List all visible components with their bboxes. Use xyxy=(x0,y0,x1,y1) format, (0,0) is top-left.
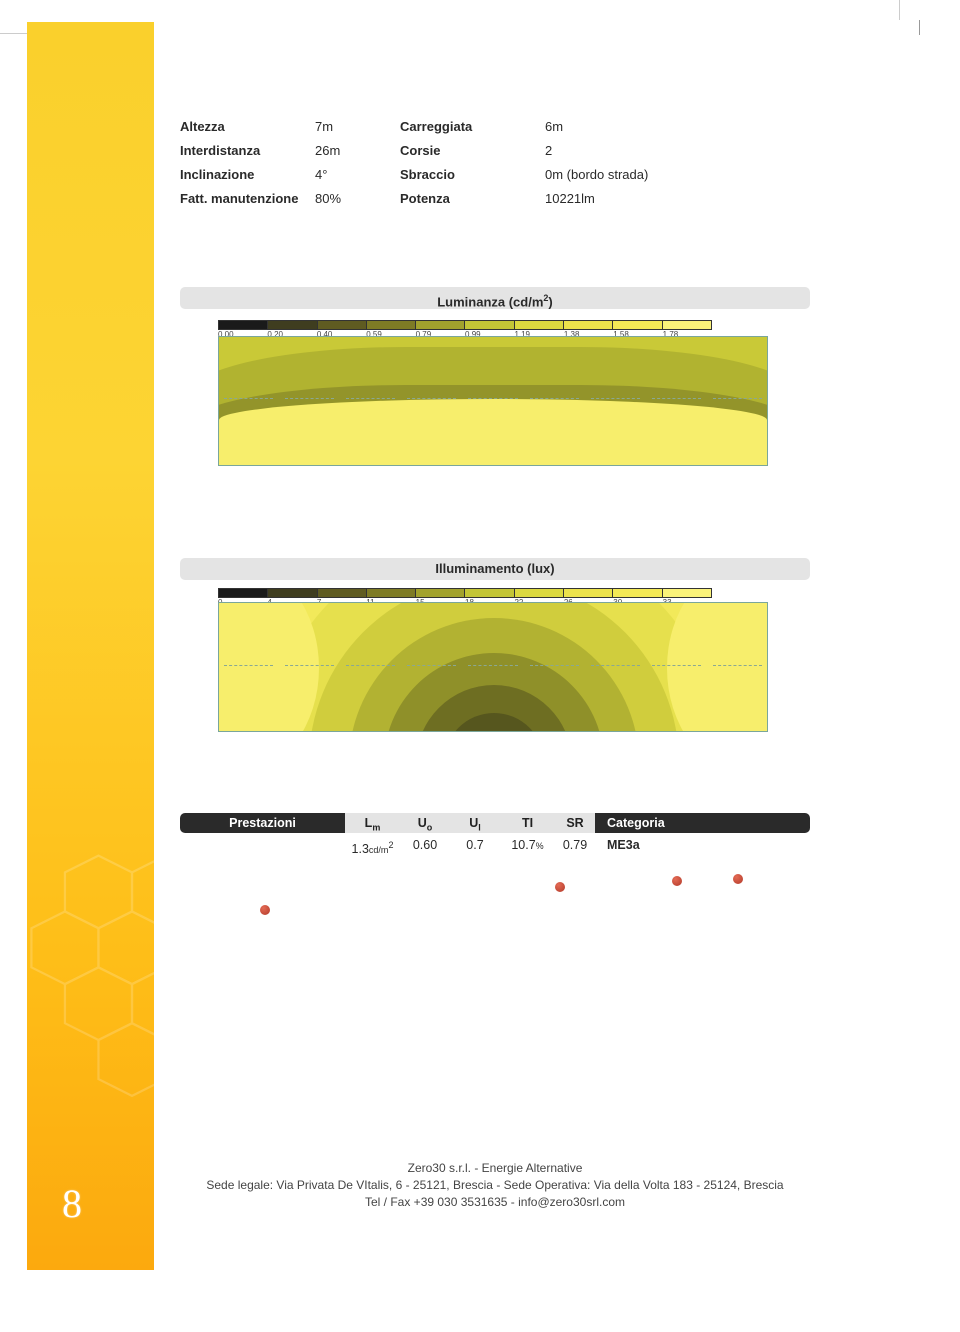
perf-cell-cat: ME3a xyxy=(595,833,810,857)
performance-row: 1.3cd/m2 0.60 0.7 10.7% 0.79 ME3a xyxy=(180,833,810,857)
illuminance-chart xyxy=(218,602,768,732)
dot-icon xyxy=(733,874,743,884)
spec-label: Sbraccio xyxy=(400,163,545,187)
spec-label: Altezza xyxy=(180,115,315,139)
footer-line: Tel / Fax +39 030 3531635 - info@zero30s… xyxy=(160,1194,830,1211)
page-number: 8 xyxy=(62,1180,82,1227)
spec-label: Corsie xyxy=(400,139,545,163)
crop-mark xyxy=(0,33,30,34)
heading-text: Illuminamento (lux) xyxy=(435,561,554,576)
spec-row: Altezza 7m Carreggiata 6m xyxy=(180,115,820,139)
perf-col-sr: SR xyxy=(555,813,595,833)
spec-value: 80% xyxy=(315,187,400,211)
luminance-scale xyxy=(218,320,712,330)
perf-col-prestazioni: Prestazioni xyxy=(180,813,345,833)
spec-value: 7m xyxy=(315,115,400,139)
spec-value: 6m xyxy=(545,115,820,139)
spec-label: Fatt. manutenzione xyxy=(180,187,315,211)
dot-icon xyxy=(260,905,270,915)
dot-icon xyxy=(672,876,682,886)
illuminance-scale xyxy=(218,588,712,598)
perf-col-categoria: Categoria xyxy=(595,813,810,833)
heading-close: ) xyxy=(548,294,552,309)
heading-text: Luminanza (cd/m xyxy=(437,294,543,309)
perf-cell-sr: 0.79 xyxy=(555,833,595,857)
spec-value: 2 xyxy=(545,139,820,163)
perf-cell-ti: 10.7% xyxy=(500,833,555,857)
spec-label: Potenza xyxy=(400,187,545,211)
spec-block: Altezza 7m Carreggiata 6m Interdistanza … xyxy=(180,115,860,211)
spec-value: 4° xyxy=(315,163,400,187)
spec-label: Carreggiata xyxy=(400,115,545,139)
perf-col-lm: Lm xyxy=(345,813,400,833)
spec-row: Fatt. manutenzione 80% Potenza 10221lm xyxy=(180,187,820,211)
sidebar-yellow xyxy=(27,22,154,1270)
spec-value: 10221lm xyxy=(545,187,820,211)
crop-mark xyxy=(899,0,900,20)
performance-table: Prestazioni Lm Uo Ul TI SR Categoria 1.3… xyxy=(180,813,810,857)
perf-cell-lm: 1.3cd/m2 xyxy=(345,833,400,857)
perf-cell-ul: 0.7 xyxy=(450,833,500,857)
perf-cell-uo: 0.60 xyxy=(400,833,450,857)
crop-mark xyxy=(919,20,920,35)
footer-line: Sede legale: Via Privata De VItalis, 6 -… xyxy=(160,1177,830,1194)
perf-col-uo: Uo xyxy=(400,813,450,833)
perf-cell-empty xyxy=(180,833,345,857)
perf-col-ul: Ul xyxy=(450,813,500,833)
luminance-chart xyxy=(218,336,768,466)
dot-icon xyxy=(555,882,565,892)
spec-label: Interdistanza xyxy=(180,139,315,163)
performance-header: Prestazioni Lm Uo Ul TI SR Categoria xyxy=(180,813,810,833)
illuminance-heading: Illuminamento (lux) xyxy=(180,558,810,580)
footer-line: Zero30 s.r.l. - Energie Alternative xyxy=(160,1160,830,1177)
spec-row: Inclinazione 4° Sbraccio 0m (bordo strad… xyxy=(180,163,820,187)
spec-value: 0m (bordo strada) xyxy=(545,163,820,187)
spec-row: Interdistanza 26m Corsie 2 xyxy=(180,139,820,163)
spec-label: Inclinazione xyxy=(180,163,315,187)
footer: Zero30 s.r.l. - Energie Alternative Sede… xyxy=(160,1160,830,1211)
perf-col-ti: TI xyxy=(500,813,555,833)
spec-value: 26m xyxy=(315,139,400,163)
luminance-heading: Luminanza (cd/m2) xyxy=(180,287,810,309)
